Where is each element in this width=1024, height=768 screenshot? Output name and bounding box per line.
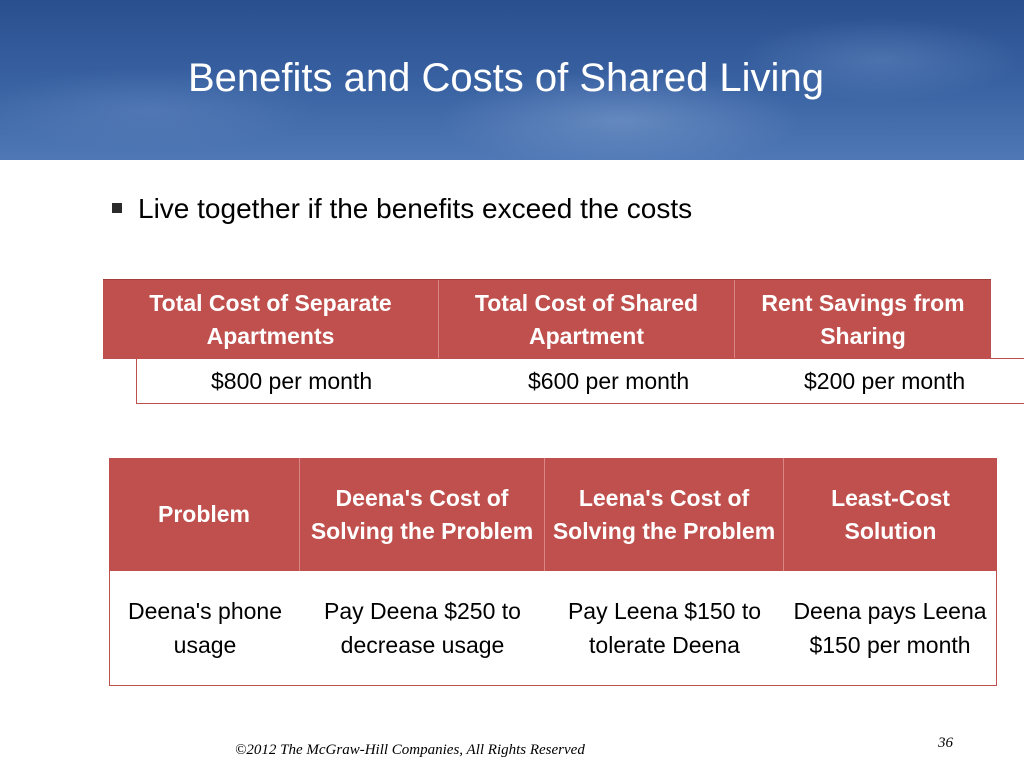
savings-table-header: Total Cost of Separate Apartments Total … xyxy=(103,279,991,359)
page-number: 36 xyxy=(938,735,953,751)
savings-table-row: $800 per month $600 per month $200 per m… xyxy=(136,358,1024,404)
header-shared-cost: Total Cost of Shared Apartment xyxy=(438,280,734,359)
slide-title: Benefits and Costs of Shared Living xyxy=(188,56,824,100)
header-rent-savings: Rent Savings from Sharing xyxy=(734,280,991,359)
value-rent-savings: $200 per month xyxy=(804,368,966,394)
header-problem: Problem xyxy=(157,501,251,527)
cell-least-cost-solution: Deena pays Leena $150 per month xyxy=(793,598,987,658)
header-leena-cost: Leena's Cost of Solving the Problem xyxy=(544,458,783,571)
cell-problem: Deena's phone usage xyxy=(127,598,282,658)
value-shared-cost: $600 per month xyxy=(528,368,690,394)
header-separate-cost: Total Cost of Separate Apartments xyxy=(149,289,392,349)
value-separate-cost: $800 per month xyxy=(211,368,373,394)
cell-deena-cost: Pay Deena $250 to decrease usage xyxy=(324,598,521,658)
copyright-footer: ©2012 The McGraw-Hill Companies, All Rig… xyxy=(235,742,585,758)
bullet-text: Live together if the benefits exceed the… xyxy=(138,193,693,224)
problem-table-header: Problem Deena's Cost of Solving the Prob… xyxy=(109,458,997,571)
header-least-cost-solution: Least-Cost Solution xyxy=(783,458,997,571)
header-deena-cost: Deena's Cost of Solving the Problem xyxy=(299,458,544,571)
square-bullet-icon xyxy=(112,203,122,213)
slide-header-band: Benefits and Costs of Shared Living xyxy=(0,0,1024,160)
problem-table-row: Deena's phone usage Pay Deena $250 to de… xyxy=(109,571,997,686)
cell-leena-cost: Pay Leena $150 to tolerate Deena xyxy=(567,598,762,658)
